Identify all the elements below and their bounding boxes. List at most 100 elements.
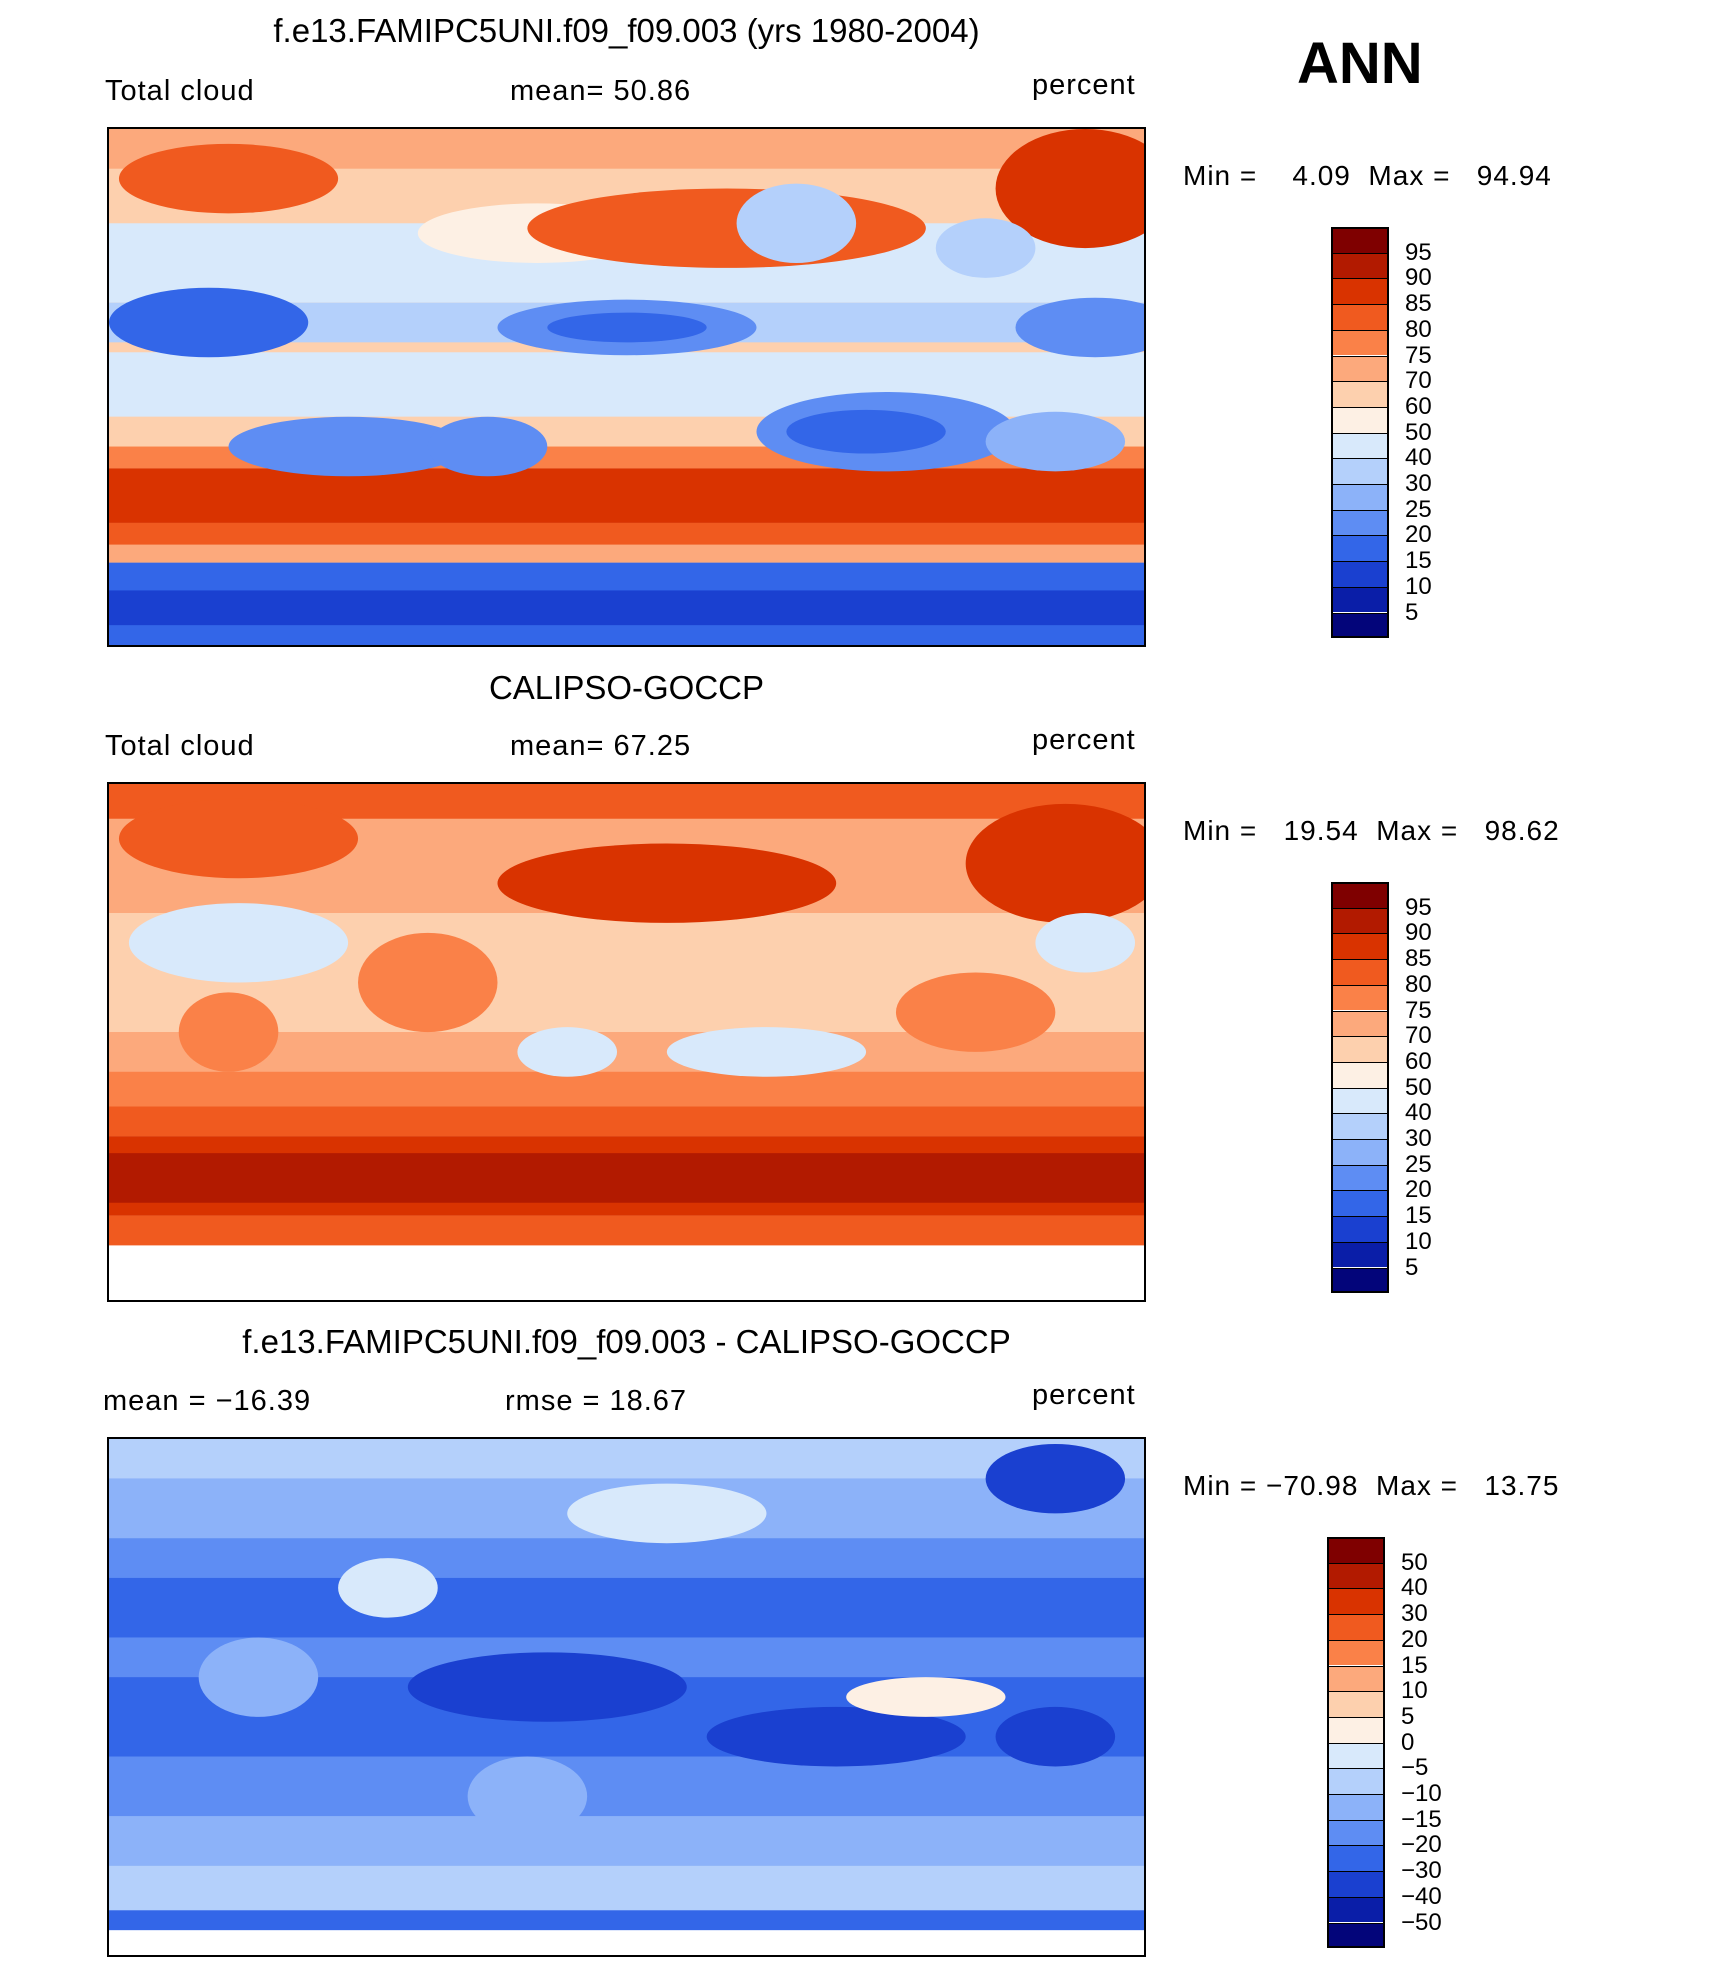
colorbar-swatch [1327, 1691, 1385, 1717]
colorbar-tick-label: 60 [1405, 1047, 1432, 1075]
panel-title: f.e13.FAMIPC5UNI.f09_f09.003 - CALIPSO-G… [242, 1323, 1011, 1360]
colorbar-tick-label: 25 [1405, 1150, 1432, 1178]
colorbar-swatch [1327, 1742, 1385, 1769]
colorbar-swatch [1327, 1614, 1385, 1640]
colorbar-tick-label: 40 [1405, 444, 1432, 472]
colorbar-swatch [1327, 1562, 1385, 1589]
mean-label: mean = −16.39 [103, 1385, 312, 1417]
colorbar-frame [1331, 227, 1389, 639]
colorbar-tick-label: −30 [1401, 1857, 1442, 1885]
minmax-label: Min = 4.09 Max = 94.94 [1183, 160, 1552, 191]
colorbar-swatch [1331, 1216, 1389, 1242]
colorbar-tick-label: 5 [1405, 1253, 1419, 1281]
colorbar-swatch [1327, 1588, 1385, 1615]
variable-label: Total cloud [105, 75, 255, 107]
colorbar-tick-label: 15 [1405, 1202, 1432, 1230]
colorbar-swatch [1331, 509, 1389, 536]
units-label: percent [1032, 69, 1136, 101]
colorbar-tick-label: 50 [1405, 418, 1432, 446]
colorbar-tick-label: 5 [1401, 1702, 1415, 1730]
colorbar-swatch [1327, 1665, 1385, 1692]
colorbar-swatch [1331, 1241, 1389, 1268]
colorbar-swatch [1327, 1896, 1385, 1923]
colorbar-frame [1327, 1537, 1385, 1949]
colorbar-tick-label: 95 [1405, 893, 1432, 921]
colorbar-swatch [1327, 1922, 1385, 1949]
colorbar-tick-label: 25 [1405, 495, 1432, 523]
colorbar-tick-label: 30 [1401, 1600, 1428, 1628]
colorbar-swatch [1331, 1036, 1389, 1062]
colorbar-swatch [1331, 432, 1389, 459]
colorbar-swatch [1331, 907, 1389, 934]
colorbar-tick-label: 30 [1405, 1125, 1432, 1152]
panel-title: CALIPSO-GOCCP [488, 669, 765, 706]
colorbar: 95 90 85 80 75 70 60 50 40 30 25 20 15 10 5 [1331, 882, 1451, 1294]
colorbar-tick-label: 60 [1405, 392, 1432, 420]
colorbar-tick-label: −5 [1401, 1754, 1429, 1782]
mean-label: mean= 50.86 [510, 75, 692, 107]
colorbar-swatch [1331, 984, 1389, 1011]
colorbar-swatch [1327, 1819, 1385, 1846]
colorbar-tick-label: 85 [1405, 945, 1432, 973]
colorbar-tick-label: 80 [1405, 970, 1432, 998]
colorbar-swatch [1331, 1267, 1389, 1294]
colorbar-tick-label: 75 [1405, 341, 1432, 369]
colorbar-swatch [1331, 381, 1389, 407]
colorbar: 95 90 85 80 75 70 60 50 40 30 25 20 15 10 5 [1331, 227, 1451, 639]
colorbar-swatch [1331, 1139, 1389, 1165]
colorbar: 50 40 30 20 15 10 5 0 −5 −10 −15 −20 −30 −40 −50 [1327, 1537, 1457, 1949]
panel-title: f.e13.FAMIPC5UNI.f09_f09.003 (yrs 1980-2… [273, 12, 980, 49]
minmax-label: Min = −70.98 Max = 13.75 [1183, 1470, 1560, 1501]
colorbar-tick-label: 30 [1405, 470, 1432, 497]
colorbar-tick-label: 0 [1401, 1728, 1415, 1756]
colorbar-tick-label: 40 [1405, 1099, 1432, 1127]
colorbar-swatch [1331, 1087, 1389, 1114]
colorbar-swatch [1331, 1061, 1389, 1088]
colorbar-tick-label: 20 [1405, 521, 1432, 549]
colorbar-swatch [1331, 586, 1389, 613]
colorbar-tick-label: 75 [1405, 996, 1432, 1024]
rmse-label: rmse = 18.67 [505, 1385, 688, 1417]
colorbar-tick-label: 70 [1405, 367, 1432, 395]
colorbar-tick-label: 50 [1401, 1548, 1428, 1576]
colorbar-swatch [1331, 1010, 1389, 1037]
colorbar-tick-label: 70 [1405, 1022, 1432, 1050]
colorbar-tick-label: 50 [1405, 1073, 1432, 1101]
minmax-label: Min = 19.54 Max = 98.62 [1183, 815, 1560, 846]
colorbar-swatch [1331, 355, 1389, 382]
colorbar-tick-label: 40 [1401, 1574, 1428, 1602]
colorbar-swatch [1331, 304, 1389, 330]
colorbar-swatch [1331, 561, 1389, 587]
colorbar-tick-label: 85 [1405, 290, 1432, 318]
colorbar-swatch [1327, 1716, 1385, 1743]
colorbar-swatch [1327, 1639, 1385, 1666]
map-calipso-total-cloud [107, 782, 1146, 1302]
colorbar-swatch [1331, 933, 1389, 960]
colorbar-tick-label: 20 [1405, 1176, 1432, 1204]
map-model-total-cloud [107, 127, 1146, 647]
season-label: ANN [1297, 31, 1423, 96]
colorbar-tick-label: 10 [1401, 1677, 1428, 1705]
map-difference [107, 1437, 1146, 1957]
colorbar-tick-label: 10 [1405, 572, 1432, 600]
units-label: percent [1032, 724, 1136, 756]
colorbar-tick-label: 80 [1405, 315, 1432, 343]
colorbar-swatch [1331, 1113, 1389, 1139]
colorbar-tick-label: −10 [1401, 1780, 1442, 1807]
colorbar-tick-label: 90 [1405, 264, 1432, 292]
colorbar-tick-label: 10 [1405, 1227, 1432, 1255]
colorbar-swatch [1327, 1871, 1385, 1897]
colorbar-frame [1331, 882, 1389, 1294]
colorbar-tick-label: 15 [1405, 547, 1432, 575]
mean-label: mean= 67.25 [510, 730, 692, 762]
colorbar-swatch [1331, 329, 1389, 356]
colorbar-swatch [1331, 1164, 1389, 1191]
colorbar-tick-label: −50 [1401, 1908, 1442, 1936]
colorbar-swatch [1331, 612, 1389, 639]
colorbar-tick-label: −20 [1401, 1831, 1442, 1859]
colorbar-swatch [1331, 535, 1389, 562]
colorbar-swatch [1327, 1768, 1385, 1794]
colorbar-swatch [1331, 1190, 1389, 1217]
units-label: percent [1032, 1379, 1136, 1411]
colorbar-tick-label: 20 [1401, 1625, 1428, 1653]
